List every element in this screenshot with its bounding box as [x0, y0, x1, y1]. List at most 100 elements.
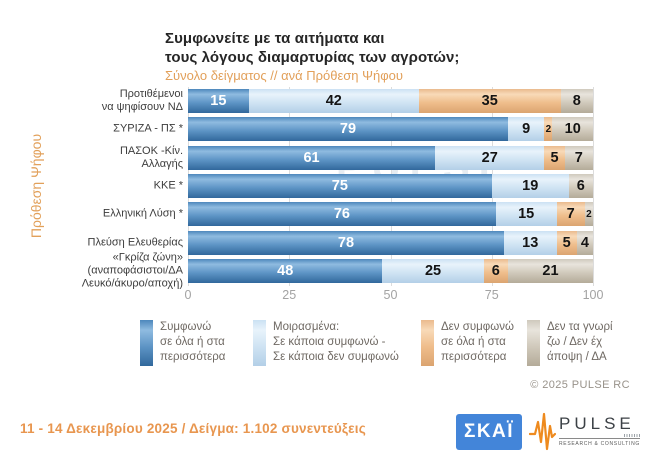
legend-item: Δεν τα γνωρί ζω / Δεν έχ άποψη / ΔΑ — [527, 320, 613, 366]
chart-title: Συμφωνείτε με τα αιτήματα και τους λόγου… — [165, 30, 460, 68]
category-label: ΚΚΕ * — [153, 179, 183, 192]
segment-value: 4 — [580, 234, 589, 251]
segment-value: 48 — [277, 262, 294, 279]
bar-row: 76 15 7 2 — [188, 202, 593, 227]
segment-value: 42 — [325, 93, 342, 109]
segment-value: 6 — [491, 262, 500, 279]
segment-value: 25 — [424, 262, 442, 279]
bar-segment: 21 — [507, 258, 593, 283]
x-tick-label: 25 — [282, 288, 297, 302]
segment-value: 79 — [339, 121, 357, 138]
bar-segment: 8 — [560, 89, 593, 113]
segment-value: 35 — [481, 93, 498, 109]
segment-value: 8 — [572, 93, 581, 109]
legend-label: Δεν τα γνωρί ζω / Δεν έχ άποψη / ΔΑ — [547, 321, 613, 363]
category-label: Ελληνική Λύση * — [102, 207, 183, 220]
bar-segment: 2 — [544, 117, 553, 142]
bar-segment: 7 — [564, 145, 593, 170]
legend-item: Δεν συμφωνώ σε όλα ή στα περισσότερα — [421, 320, 514, 366]
pulse-logo-marks — [624, 434, 641, 438]
legend-label: Συμφωνώ σε όλα ή στα περισσότερα — [160, 321, 226, 363]
skai-logo: ΣΚΑΪ — [456, 414, 522, 450]
bar-segment: 61 — [188, 145, 436, 170]
bar-segment: 25 — [382, 258, 484, 283]
bar-row: 79 9 2 10 — [188, 117, 593, 142]
bar-segment: 4 — [576, 230, 593, 255]
bar-segment: 6 — [568, 173, 593, 198]
x-tick-label: 0 — [184, 288, 192, 302]
segment-value: 21 — [542, 262, 559, 279]
category-label: ΣΥΡΙΖΑ - ΠΣ * — [113, 122, 183, 135]
pulse-logo-name: PULSE — [559, 414, 635, 434]
bar-segment: 79 — [188, 117, 508, 142]
pulse-logo-textblock: PULSE RESEARCH & CONSULTING — [559, 414, 641, 447]
bar-segment: 35 — [418, 89, 561, 113]
legend-item: Μοιρασμένα: Σε κάποια συμφωνώ - Σε κάποια … — [253, 320, 399, 366]
x-tick-label: 50 — [383, 288, 398, 302]
bar-segment: 7 — [556, 202, 585, 227]
bar-row: 78 13 5 4 — [188, 230, 593, 255]
category-label: ΠΑΣΟΚ -Κίν. Αλλαγής — [119, 144, 183, 170]
bar-segment: 10 — [552, 117, 593, 142]
legend-label: Μοιρασμένα: Σε κάποια συμφωνώ - Σε κάποια … — [273, 321, 399, 363]
segment-value: 27 — [481, 149, 498, 166]
category-label: Προτιθέμενοι να ψηφίσουν ΝΔ — [101, 88, 183, 113]
segment-value: 15 — [210, 93, 227, 109]
bar-segment: 2 — [584, 202, 593, 227]
segment-value: 75 — [331, 177, 348, 194]
category-label: Πλεύση Ελευθερίας — [87, 236, 183, 249]
bar-segment: 42 — [248, 89, 419, 113]
pulse-waveform-icon — [529, 412, 556, 451]
legend-swatch — [421, 320, 434, 366]
bar-row: 75 19 6 — [188, 173, 593, 198]
segment-value: 5 — [562, 234, 571, 251]
category-labels: Προτιθέμενοι να ψηφίσουν ΝΔ ΣΥΡΙΖΑ - ΠΣ * Π… — [0, 88, 183, 289]
segment-value: 78 — [337, 234, 355, 251]
legend-swatch — [140, 320, 153, 366]
skai-logo-text: ΣΚΑΪ — [463, 421, 515, 442]
segment-value: 15 — [518, 206, 535, 223]
bar-segment: 48 — [188, 258, 383, 283]
legend-item: Συμφωνώ σε όλα ή στα περισσότερα — [140, 320, 225, 366]
x-tick-label: 100 — [582, 288, 604, 302]
chart-title-line1: Συμφωνείτε με τα αιτήματα και — [165, 30, 385, 47]
legend-label: Δεν συμφωνώ σε όλα ή στα περισσότερα — [441, 321, 514, 363]
legend-swatch — [253, 320, 266, 366]
bar-row: 15 42 35 8 — [188, 89, 593, 113]
plot-area: PULSE 0255075100154235879921061275775196… — [185, 87, 603, 302]
bar-row: 48 25 6 21 — [188, 258, 593, 283]
segment-value: 6 — [576, 177, 585, 194]
bar-segment: 5 — [544, 145, 565, 170]
segment-value: 61 — [303, 149, 320, 166]
bar-segment: 9 — [507, 117, 545, 142]
bar-row: 61 27 5 7 — [188, 145, 593, 170]
segment-value: 9 — [522, 121, 531, 138]
pulse-logo-subtext: RESEARCH & CONSULTING — [559, 438, 641, 447]
bar-segment: 13 — [503, 230, 557, 255]
segment-value: 2 — [586, 208, 592, 220]
segment-value: 76 — [333, 206, 350, 223]
bar-segment: 75 — [188, 173, 492, 198]
fieldwork-note: 11 - 14 Δεκεμβρίου 2025 / Δείγμα: 1.102 … — [20, 421, 366, 436]
bar-segment: 19 — [491, 173, 569, 198]
bar-segment: 15 — [188, 89, 249, 113]
pulse-logo: PULSE RESEARCH & CONSULTING — [529, 408, 641, 454]
segment-value: 5 — [550, 149, 559, 166]
gridline — [593, 87, 594, 286]
x-tick-label: 75 — [484, 288, 499, 302]
segment-value: 19 — [522, 177, 539, 194]
segment-value: 7 — [574, 149, 583, 166]
bar-segment: 78 — [188, 230, 504, 255]
chart-subtitle: Σύνολο δείγματος // ανά Πρόθεση Ψήφου — [165, 68, 403, 83]
category-label: «Γκρίζα ζώνη» (αναποφάσιστοι/ΔΑ Λευκό/άκυρ… — [81, 251, 183, 290]
bar-segment: 5 — [556, 230, 577, 255]
segment-value: 13 — [522, 234, 539, 251]
segment-value: 2 — [545, 123, 552, 135]
bar-segment: 15 — [495, 202, 557, 227]
segment-value: 10 — [564, 121, 581, 138]
copyright: © 2025 PULSE RC — [530, 379, 630, 391]
legend-swatch — [527, 320, 540, 366]
chart-title-line2: τους λόγους διαμαρτυρίας των αγροτών; — [165, 48, 460, 66]
bar-segment: 27 — [435, 145, 545, 170]
